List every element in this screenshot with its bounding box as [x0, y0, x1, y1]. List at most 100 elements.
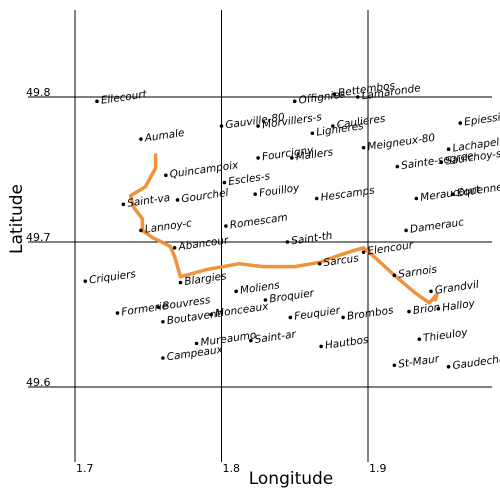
y-tick-label: 49.6 [26, 376, 51, 389]
place-label: Ellecourt [100, 88, 148, 106]
x-tick-label: 1.9 [369, 462, 387, 475]
place-marker [395, 164, 400, 169]
place-label: Blargies [184, 270, 228, 288]
place-marker [161, 356, 165, 360]
place-label: Feuquier [293, 304, 341, 322]
place-label: Mallers [295, 146, 334, 163]
place-hescamps: Hescamps [314, 184, 376, 204]
y-tick-label: 49.8 [26, 86, 51, 99]
place-marker [319, 344, 323, 349]
place-label: Meigneux-80 [367, 132, 437, 153]
place-marker [341, 315, 345, 320]
place-marker [285, 240, 290, 244]
place-marker [317, 261, 322, 266]
place-halloy: Halloy [436, 298, 476, 315]
place-marker [249, 338, 253, 343]
place-label: Brombos [346, 304, 394, 322]
place-marker [253, 192, 257, 196]
place-feuquier: Feuquier [288, 304, 342, 323]
place-marker [164, 173, 168, 178]
grid [28, 10, 492, 462]
place-label: Saint-th [291, 230, 334, 248]
place-escles-s: Escles-s [222, 170, 272, 188]
place-marker [256, 124, 260, 128]
place-ellecourt: Ellecourt [95, 88, 148, 107]
place-label: Formerie [121, 300, 169, 318]
place-marker [436, 306, 441, 311]
place-label: Equennes [456, 180, 500, 199]
place-marker [209, 312, 214, 317]
place-label: Gaudechart [452, 351, 500, 372]
place-saint-va: Saint-va [121, 192, 171, 210]
place-marker [429, 289, 433, 294]
place-romescam: Romescam [224, 211, 288, 231]
place-label: Fouilloy [258, 182, 301, 200]
place-sarcus: Sarcus [317, 252, 360, 269]
place-label: Gourchel [181, 187, 230, 205]
place-label: St-Maur [397, 353, 440, 371]
place-marker [361, 145, 366, 150]
place-label: Campeaux [166, 344, 224, 364]
place-marker [446, 364, 451, 369]
place-epiessier: Epiessier [458, 110, 500, 129]
place-saint-ar: Saint-ar [249, 328, 297, 346]
place-marker [83, 279, 88, 283]
place-moliens: Moliens [234, 279, 281, 297]
place-marker [331, 124, 335, 128]
place-marker [194, 341, 199, 346]
place-label: Damerauc [409, 216, 465, 235]
place-marker [451, 192, 455, 196]
place-formerie: Formerie [115, 300, 169, 318]
place-label: Halloy [441, 298, 476, 315]
place-label: Escles-s [228, 170, 272, 188]
place-brion: Brion [407, 301, 441, 317]
place-marker [95, 99, 99, 104]
place-marker [332, 92, 337, 96]
place-mallers: Mallers [290, 146, 334, 163]
x-tick-label: 1.7 [76, 462, 94, 475]
place-equennes: Equennes [451, 180, 500, 200]
ticks-layer: 1.7 1.8 1.9 49.8 49.7 49.6 [26, 86, 387, 475]
place-campeaux: Campeaux [161, 344, 224, 364]
x-axis-label: Longitude [249, 469, 334, 489]
place-label: Romescam [229, 211, 288, 231]
place-marker [458, 121, 463, 125]
place-label: Epiessier [463, 110, 500, 129]
place-blargies: Blargies [178, 270, 228, 288]
place-marker [175, 198, 180, 202]
place-marker [446, 147, 451, 151]
place-lannoy-c: Lannoy-c [139, 217, 193, 236]
place-criquiers: Criquiers [83, 268, 137, 287]
place-label: Saint-ar [254, 328, 297, 346]
place-st-maur: St-Maur [392, 353, 440, 371]
place-marker [414, 196, 419, 201]
place-marker [234, 289, 238, 294]
place-marker [172, 246, 177, 250]
place-marker [439, 160, 444, 165]
place-marker [392, 273, 397, 278]
place-marker [256, 156, 260, 160]
place-marker [139, 228, 143, 233]
place-marker [121, 202, 126, 207]
y-axis-label: Latitude [7, 184, 27, 254]
place-marker [292, 99, 297, 104]
place-marker [161, 319, 165, 324]
place-label: Lannoy-c [144, 217, 193, 236]
y-tick-label: 49.7 [26, 231, 51, 244]
place-label: Monceaux [214, 300, 270, 319]
place-label: Sarcus [323, 252, 360, 269]
place-grandvil: Grandvil [429, 279, 480, 297]
place-label: Aumale [143, 127, 185, 145]
place-fouilloy: Fouilloy [253, 182, 301, 200]
place-sarnois: Sarnois [392, 263, 438, 281]
place-marker [310, 131, 315, 136]
place-saint-th: Saint-th [285, 230, 334, 248]
place-meigneux-80: Meigneux-80 [361, 132, 437, 153]
place-marker [222, 180, 227, 185]
place-label: Thieuloy [422, 326, 469, 344]
place-marker [417, 337, 422, 341]
place-hautbos: Hautbos [319, 334, 370, 352]
place-marker [290, 156, 294, 160]
place-marker [263, 298, 268, 302]
